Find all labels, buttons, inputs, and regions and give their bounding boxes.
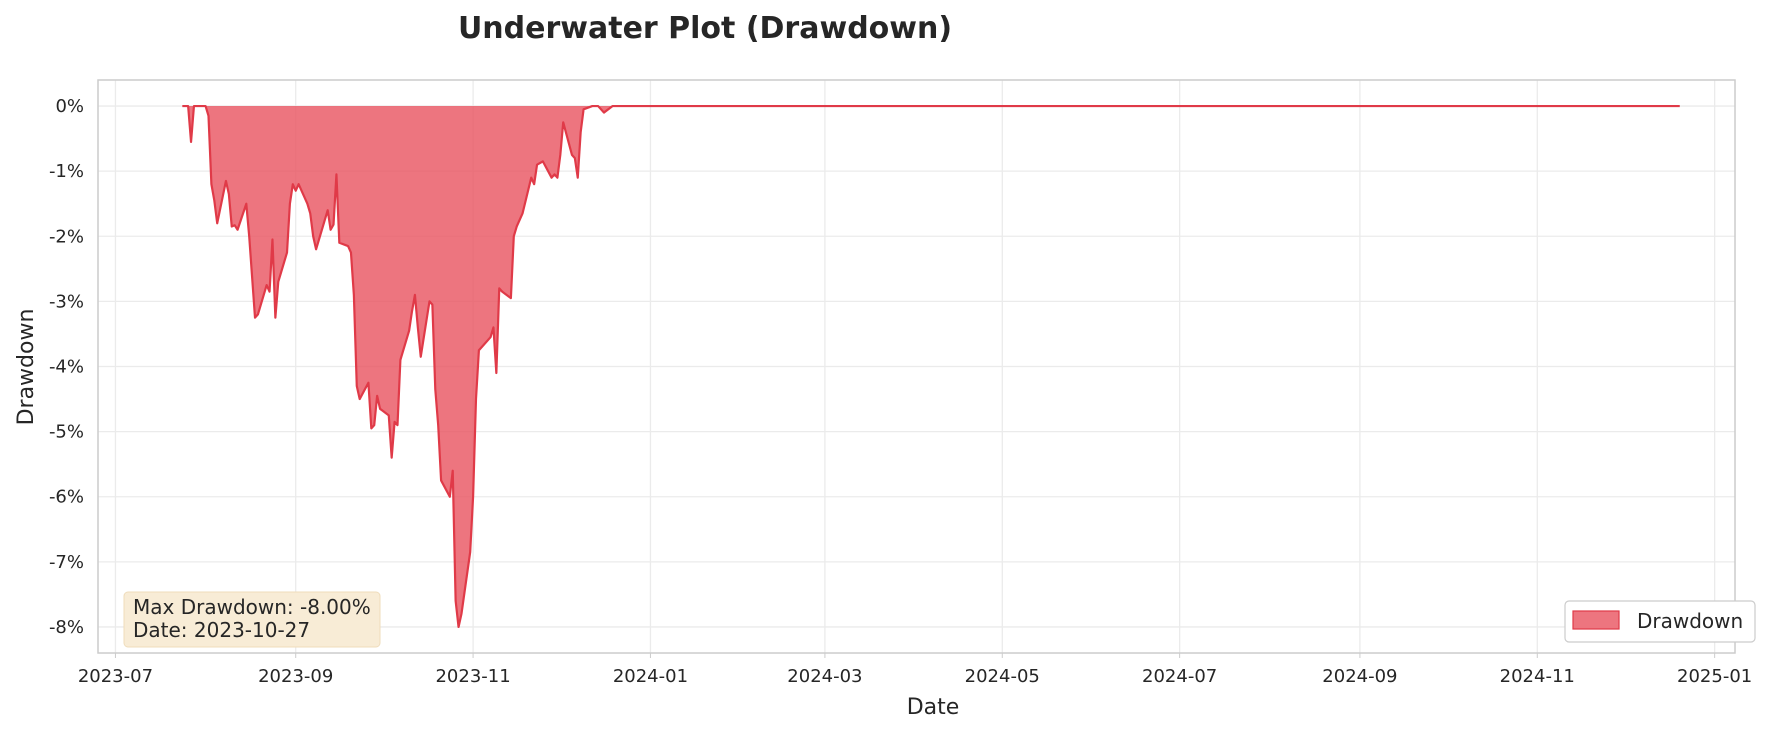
y-tick-label: -1% [49, 161, 84, 182]
legend-swatch [1572, 610, 1620, 630]
max-drawdown-annotation: Max Drawdown: -8.00% Date: 2023-10-27 [123, 591, 381, 648]
annotation-date: Date: 2023-10-27 [133, 618, 310, 642]
x-tick-label: 2024-11 [1500, 666, 1575, 687]
drawdown-area-layer [182, 104, 1680, 629]
annotation-background [123, 591, 381, 648]
x-tick-label: 2024-09 [1322, 666, 1397, 687]
y-tick-label: -4% [49, 357, 84, 378]
legend-label: Drawdown [1637, 609, 1743, 633]
y-tick-label: -2% [49, 226, 84, 247]
x-tick-label: 2023-09 [258, 666, 333, 687]
y-tick-label: -6% [49, 487, 84, 508]
x-tick-label: 2024-05 [965, 666, 1040, 687]
chart-title: Underwater Plot (Drawdown) [458, 11, 952, 46]
y-tick-label: -8% [49, 617, 84, 638]
drawdown-line [182, 104, 1680, 629]
x-axis-ticks: 2023-07 2023-09 2023-11 2024-01 2024-03 2024-… [78, 653, 1752, 687]
y-tick-label: -7% [49, 552, 84, 573]
y-axis-label: Drawdown [14, 309, 39, 426]
x-tick-label: 2024-01 [613, 666, 688, 687]
x-tick-label: 2025-01 [1677, 666, 1752, 687]
annotation-max-drawdown: Max Drawdown: -8.00% [133, 595, 371, 619]
x-tick-label: 2024-03 [787, 666, 862, 687]
x-axis-label: Date [907, 695, 960, 720]
legend: Drawdown [1564, 600, 1756, 643]
x-tick-label: 2024-07 [1142, 666, 1217, 687]
y-tick-label: 0% [55, 96, 84, 117]
y-axis-ticks: 0% -1% -2% -3% -4% -5% -6% -7% -8% [49, 96, 84, 638]
x-tick-label: 2023-11 [435, 666, 510, 687]
drawdown-area [182, 106, 1680, 627]
plot-frame [97, 79, 1736, 654]
y-tick-label: -3% [49, 291, 84, 312]
y-tick-label: -5% [49, 422, 84, 443]
x-tick-label: 2023-07 [78, 666, 153, 687]
